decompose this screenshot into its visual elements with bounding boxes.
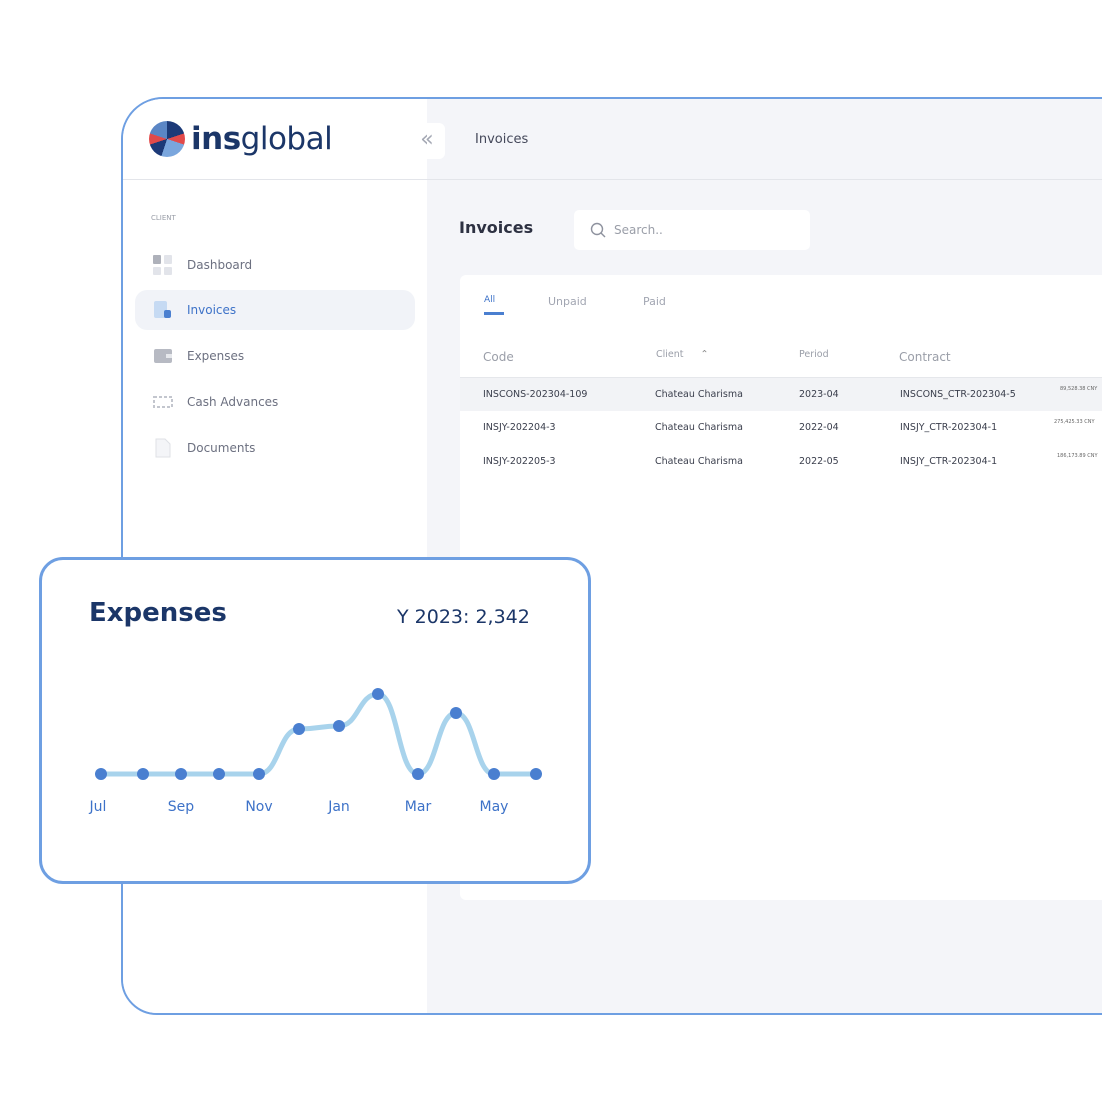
cell-contract: INSJY_CTR-202304-1 bbox=[900, 456, 998, 467]
header-divider bbox=[123, 179, 1102, 180]
x-tick-label: Jan bbox=[327, 799, 350, 815]
cell-amount: 186,173.89 CNY bbox=[1057, 453, 1098, 459]
globe-logo-icon bbox=[149, 121, 185, 157]
cell-client: Chateau Charisma bbox=[655, 389, 743, 400]
search-input[interactable]: Search.. bbox=[574, 210, 810, 250]
cash-icon bbox=[153, 392, 173, 412]
data-point-dec[interactable] bbox=[293, 723, 305, 735]
column-header-code[interactable]: Code bbox=[483, 350, 514, 364]
x-tick-label: Sep bbox=[168, 799, 195, 815]
document-icon bbox=[153, 438, 173, 458]
invoice-icon bbox=[153, 300, 173, 320]
data-point-mar[interactable] bbox=[412, 768, 424, 780]
double-chevron-left-icon: « bbox=[420, 127, 434, 152]
data-point-jul[interactable] bbox=[95, 768, 107, 780]
tab-paid[interactable]: Paid bbox=[643, 295, 666, 308]
sidebar-item-invoices[interactable]: Invoices bbox=[135, 290, 415, 330]
x-tick-label: Jul bbox=[89, 799, 107, 815]
section-label: CLIENT bbox=[151, 214, 176, 222]
chart-title: Expenses bbox=[89, 598, 227, 628]
data-point-nov[interactable] bbox=[253, 768, 265, 780]
chart-summary: Y 2023: 2,342 bbox=[397, 606, 530, 628]
cell-amount: 89,528.38 CNY bbox=[1060, 386, 1098, 392]
search-placeholder: Search.. bbox=[614, 223, 663, 237]
sidebar-item-label: Cash Advances bbox=[187, 395, 279, 409]
sidebar-item-dashboard[interactable]: Dashboard bbox=[135, 245, 415, 285]
collapse-sidebar-button[interactable]: « bbox=[409, 123, 445, 159]
page-title: Invoices bbox=[459, 218, 534, 237]
expenses-chart-card: Jul Sep Nov Jan Mar May Expenses Y 2023: 2,34… bbox=[39, 557, 591, 884]
sort-asc-icon: ⌃ bbox=[700, 349, 709, 360]
action-button[interactable] bbox=[928, 1014, 952, 1015]
sidebar-item-label: Expenses bbox=[187, 349, 245, 363]
cell-amount: 275,425.33 CNY bbox=[1054, 419, 1095, 425]
column-header-period[interactable]: Period bbox=[799, 349, 829, 360]
column-header-client[interactable]: Client ⌃ bbox=[656, 349, 709, 360]
cell-code: INSJY-202204-3 bbox=[483, 422, 556, 433]
logo-text-bold: ins bbox=[191, 121, 241, 157]
table-row[interactable]: INSCONS-202304-109 Chateau Charisma 2023-0… bbox=[460, 377, 1102, 411]
sidebar-item-label: Dashboard bbox=[187, 258, 253, 272]
table-row[interactable]: INSJY-202205-3 Chateau Charisma 2022-05 INS… bbox=[460, 445, 1102, 479]
data-point-apr[interactable] bbox=[450, 707, 462, 719]
header-title: Invoices bbox=[475, 132, 529, 147]
search-icon bbox=[590, 222, 606, 238]
dashboard-icon bbox=[153, 255, 173, 275]
sidebar-item-label: Invoices bbox=[187, 303, 237, 317]
cell-period: 2023-04 bbox=[799, 389, 839, 400]
cell-contract: INSCONS_CTR-202304-5 bbox=[900, 389, 1016, 400]
column-header-contract[interactable]: Contract bbox=[899, 350, 951, 364]
data-point-oct[interactable] bbox=[213, 768, 225, 780]
client-header-label: Client bbox=[656, 349, 684, 360]
cell-contract: INSJY_CTR-202304-1 bbox=[900, 422, 998, 433]
data-point-may[interactable] bbox=[488, 768, 500, 780]
logo[interactable]: insglobal bbox=[149, 121, 333, 157]
logo-text-light: global bbox=[240, 121, 333, 157]
app-window: insglobal CLIENT Dashboard Invoices Expe… bbox=[121, 97, 1102, 1015]
data-point-sep[interactable] bbox=[175, 768, 187, 780]
data-point-feb[interactable] bbox=[372, 688, 384, 700]
x-tick-label: May bbox=[480, 799, 509, 815]
cell-code: INSJY-202205-3 bbox=[483, 456, 556, 467]
sidebar-item-cash-advances[interactable]: Cash Advances bbox=[135, 382, 415, 422]
data-point-jan[interactable] bbox=[333, 720, 345, 732]
cell-code: INSCONS-202304-109 bbox=[483, 389, 588, 400]
wallet-icon bbox=[153, 346, 173, 366]
cell-period: 2022-04 bbox=[799, 422, 839, 433]
x-tick-label: Mar bbox=[405, 799, 432, 815]
cell-client: Chateau Charisma bbox=[655, 422, 743, 433]
x-tick-label: Nov bbox=[245, 799, 272, 815]
tab-all[interactable]: All bbox=[484, 295, 505, 315]
data-point-aug[interactable] bbox=[137, 768, 149, 780]
sidebar-item-documents[interactable]: Documents bbox=[135, 428, 415, 468]
table-row[interactable]: INSJY-202204-3 Chateau Charisma 2022-04 INS… bbox=[460, 411, 1102, 445]
series-line bbox=[98, 691, 539, 777]
expenses-line-chart: Jul Sep Nov Jan Mar May bbox=[89, 688, 542, 815]
sidebar-item-label: Documents bbox=[187, 441, 256, 455]
sidebar-item-expenses[interactable]: Expenses bbox=[135, 336, 415, 376]
data-point-jun[interactable] bbox=[530, 768, 542, 780]
cell-client: Chateau Charisma bbox=[655, 456, 743, 467]
tab-unpaid[interactable]: Unpaid bbox=[548, 295, 587, 308]
cell-period: 2022-05 bbox=[799, 456, 839, 467]
